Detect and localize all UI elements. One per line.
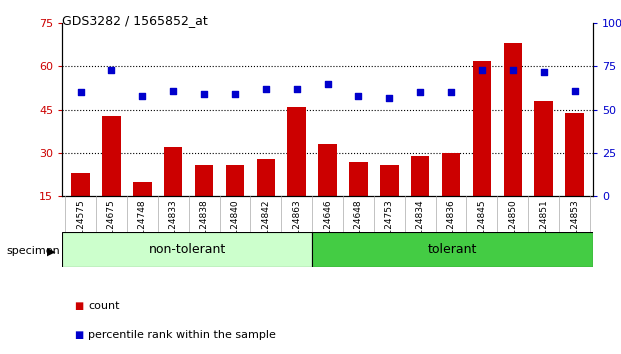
Text: count: count	[88, 301, 120, 311]
Bar	[411, 156, 430, 240]
Point	[107, 67, 117, 73]
Bar	[535, 101, 553, 240]
Bar	[102, 115, 120, 240]
Bar	[473, 61, 491, 240]
Bar	[225, 165, 244, 240]
Point	[168, 88, 178, 93]
Bar	[133, 182, 152, 240]
Point	[569, 88, 579, 93]
Bar	[195, 165, 214, 240]
Bar	[349, 162, 368, 240]
Point	[199, 91, 209, 97]
Text: non-tolerant: non-tolerant	[148, 243, 226, 256]
FancyBboxPatch shape	[312, 232, 593, 267]
Point	[292, 86, 302, 92]
Point	[384, 95, 394, 101]
Point	[415, 90, 425, 95]
Point	[477, 67, 487, 73]
Bar	[256, 159, 275, 240]
Text: tolerant: tolerant	[428, 243, 478, 256]
Point	[230, 91, 240, 97]
Text: specimen: specimen	[6, 246, 60, 256]
FancyBboxPatch shape	[62, 232, 312, 267]
Bar	[164, 147, 183, 240]
Point	[446, 90, 456, 95]
Bar	[319, 144, 337, 240]
Bar	[504, 43, 522, 240]
Text: ▶: ▶	[47, 246, 55, 256]
Bar	[288, 107, 306, 240]
Bar	[380, 165, 399, 240]
Bar	[565, 113, 584, 240]
Bar	[442, 153, 460, 240]
Bar	[71, 173, 90, 240]
Text: GDS3282 / 1565852_at: GDS3282 / 1565852_at	[62, 14, 208, 27]
Point	[538, 69, 548, 74]
Text: percentile rank within the sample: percentile rank within the sample	[88, 330, 276, 339]
Point	[322, 81, 332, 87]
Text: ■: ■	[75, 301, 84, 311]
Point	[76, 90, 86, 95]
Point	[261, 86, 271, 92]
Point	[508, 67, 518, 73]
Point	[353, 93, 363, 99]
Point	[137, 93, 147, 99]
Text: ■: ■	[75, 330, 84, 339]
